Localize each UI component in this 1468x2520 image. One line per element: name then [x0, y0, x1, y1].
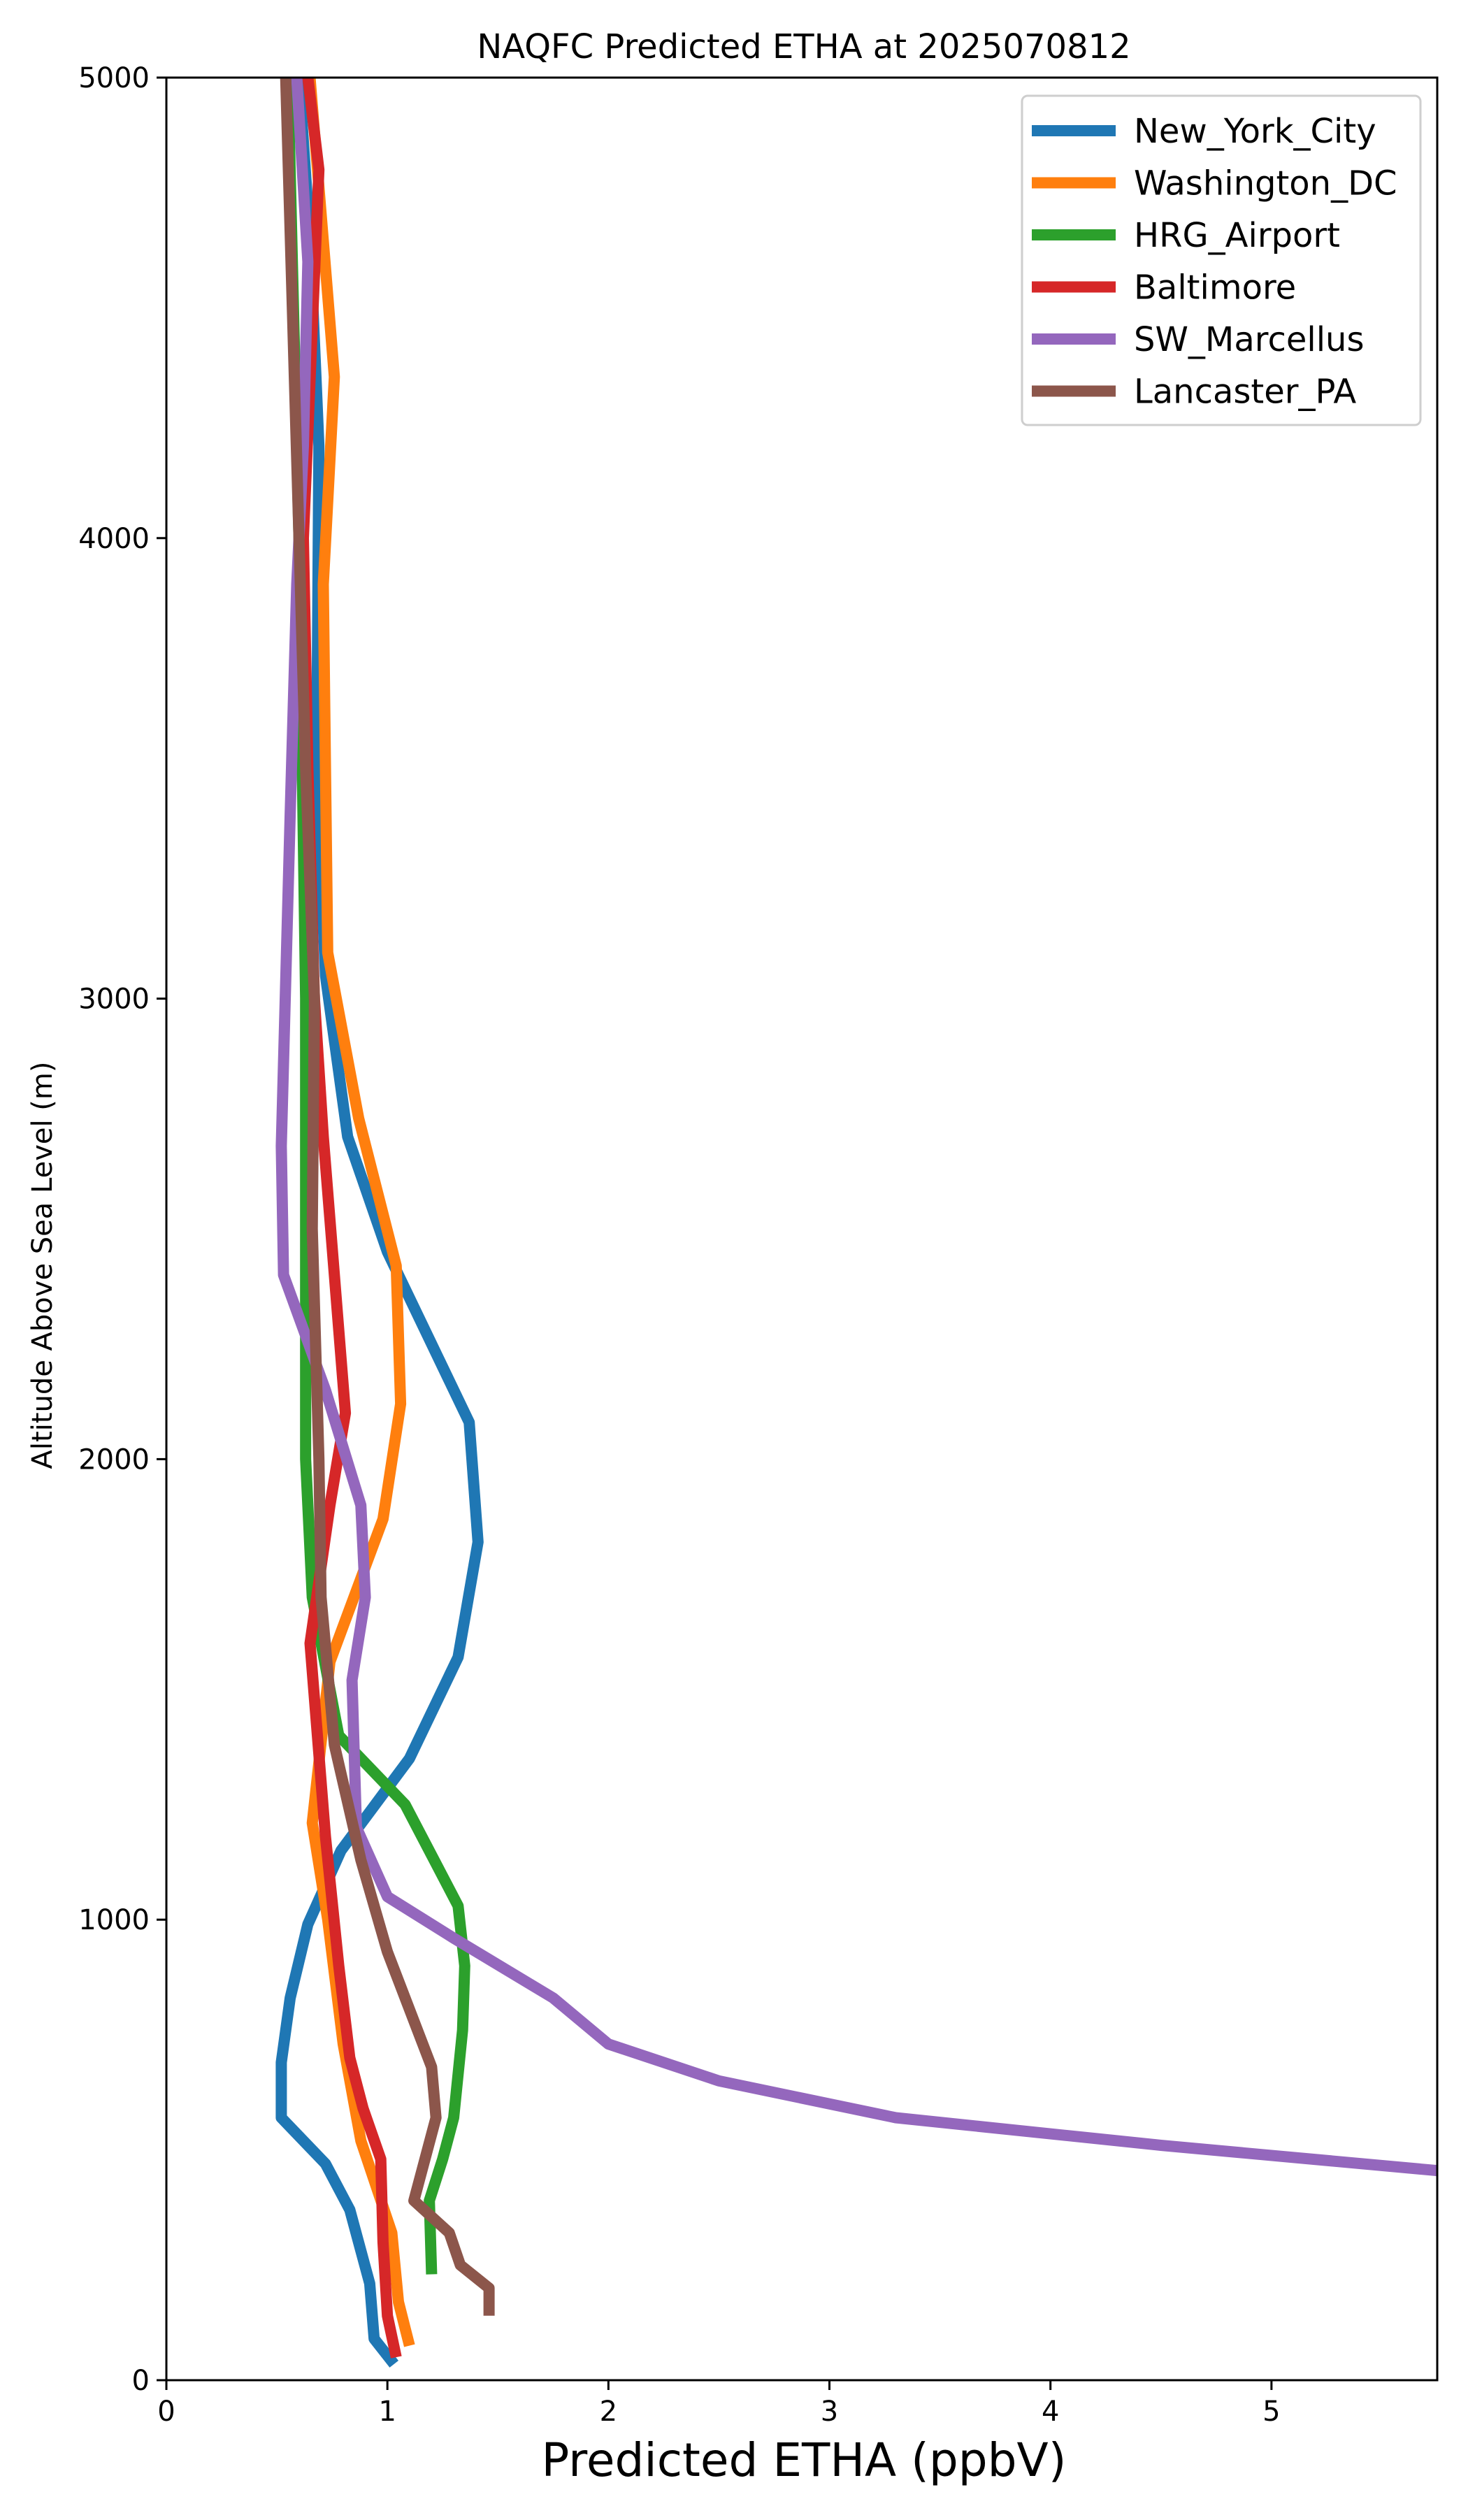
y-tick-label: 2000	[78, 1443, 150, 1476]
y-tick-label: 4000	[78, 523, 150, 555]
x-tick-label: 5	[1262, 2396, 1280, 2428]
plot-frame	[165, 76, 1439, 2382]
chart-title: NAQFC Predicted ETHA at 2025070812	[477, 27, 1130, 66]
y-tick-label: 5000	[78, 62, 150, 94]
series-line-hrg-airport	[282, 78, 470, 2275]
series-line-washington-dc	[304, 78, 415, 2347]
legend-label-new-york-city: New_York_City	[1134, 112, 1376, 151]
x-axis-label: Predicted ETHA (ppbV)	[542, 2433, 1067, 2487]
x-tick-label: 1	[378, 2396, 396, 2428]
y-tick-label: 0	[132, 2365, 150, 2397]
y-tick-label: 1000	[78, 1904, 150, 1936]
x-tick-label: 3	[821, 2396, 838, 2428]
series-layer	[275, 78, 1437, 2368]
series-line-lancaster-pa	[280, 78, 495, 2316]
y-tick-label: 3000	[78, 984, 150, 1016]
x-tick-label: 0	[157, 2396, 175, 2428]
legend-label-washington-dc: Washington_DC	[1134, 164, 1397, 203]
legend-label-lancaster-pa: Lancaster_PA	[1134, 373, 1356, 412]
series-line-new-york-city	[275, 78, 484, 2368]
x-tick-label: 4	[1042, 2396, 1059, 2428]
legend-label-sw-marcellus: SW_Marcellus	[1134, 320, 1364, 359]
x-axis-ticks: 0 1 2 3 4 5	[157, 2380, 1281, 2428]
legend-box	[1021, 94, 1422, 426]
x-tick-label: 2	[600, 2396, 617, 2428]
y-axis-label: Altitude Above Sea Level (m)	[27, 1062, 59, 1469]
legend-label-baltimore: Baltimore	[1134, 268, 1296, 308]
series-line-sw-marcellus	[275, 78, 1437, 2177]
legend-label-hrg-airport: HRG_Airport	[1134, 216, 1340, 255]
legend: New_York_City Washington_DC HRG_Airport Bal…	[1021, 94, 1422, 426]
y-axis-ticks: 0 1000 2000 3000 4000 5000	[78, 62, 166, 2397]
